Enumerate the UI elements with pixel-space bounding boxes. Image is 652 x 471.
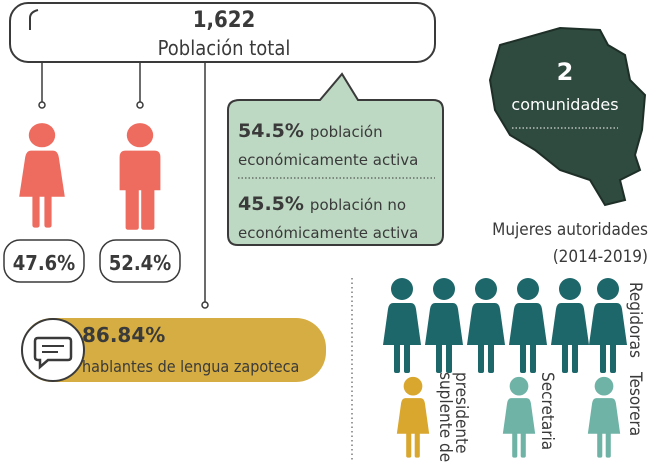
economy-value: 54.5% [238,120,304,142]
role-label: presidente [451,372,471,453]
population-box [9,2,436,63]
woman-icon [589,278,627,373]
pill [3,239,85,283]
women-percent: 47.6% [13,251,75,275]
language-label: hablantes de lengua zapoteca [82,357,299,376]
regidoras-icons [383,278,627,373]
economy-text: económicamente activa [238,224,418,242]
connector-dot [201,301,209,309]
woman-icon [467,278,505,373]
man-icon [119,123,161,230]
connector-dot [136,101,144,109]
economy-line: 45.5% población no [238,193,406,215]
connectors [38,62,209,309]
bracket [29,9,39,30]
woman-icon [19,123,65,228]
role-label: Secretaria [537,372,557,450]
woman-icon [425,278,463,373]
economy-text: población no [310,196,406,214]
authorities-title: Mujeres autoridades [492,220,648,240]
economy-text: población [310,123,383,141]
economy-text: económicamente activa [238,151,418,169]
role-label: suplente de [435,372,455,462]
map [488,26,647,207]
population-value: 1,622 [193,8,256,33]
chat-circle [21,318,85,382]
communities-label: comunidades [511,95,618,114]
economy-line: 54.5% población [238,120,383,142]
woman-icon [396,376,430,458]
authorities-title: (2014-2019) [553,247,648,267]
economy-value: 45.5% [238,193,304,215]
communities-value: 2 [557,58,574,86]
men-percent: 52.4% [109,251,171,275]
chat-icon [33,336,73,370]
population-label: Población total [158,36,291,60]
woman-icon [551,278,589,373]
role-label: Tesorera [625,371,645,436]
role-label: Regidoras [625,282,645,358]
woman-icon [587,376,621,458]
pill [99,239,181,283]
woman-icon [383,278,421,373]
language-pill [22,318,326,382]
woman-icon [509,278,547,373]
economy-callout [227,72,444,246]
woman-icon [502,376,536,458]
connector-dot [38,101,46,109]
language-value: 86.84% [82,323,165,347]
